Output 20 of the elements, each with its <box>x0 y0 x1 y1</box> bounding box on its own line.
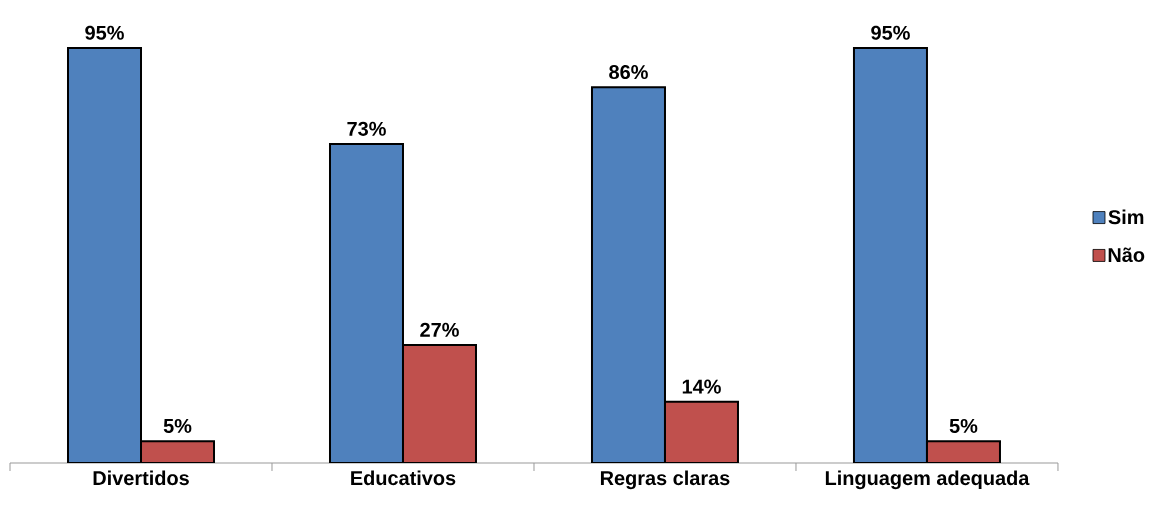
legend-label: Não <box>1108 247 1145 263</box>
legend-label: Sim <box>1108 209 1144 225</box>
data-label: 95% <box>85 25 124 40</box>
bar <box>328 143 404 463</box>
data-label: 5% <box>163 418 192 433</box>
bar <box>852 46 928 463</box>
data-label: 73% <box>347 121 386 136</box>
x-tick-label: Linguagem adequada <box>825 470 1030 490</box>
bar <box>663 400 739 463</box>
bar <box>590 86 666 463</box>
data-label: 95% <box>871 25 910 40</box>
data-label: 27% <box>420 322 459 337</box>
bar <box>401 344 477 463</box>
x-tick-label: Divertidos <box>93 470 189 486</box>
data-label: 86% <box>609 65 648 80</box>
data-label: 5% <box>949 418 978 433</box>
x-tick-label: Educativos <box>351 470 456 486</box>
bar <box>67 46 143 463</box>
data-label: 14% <box>682 379 721 394</box>
x-tick-label: Regras claras <box>600 470 730 490</box>
